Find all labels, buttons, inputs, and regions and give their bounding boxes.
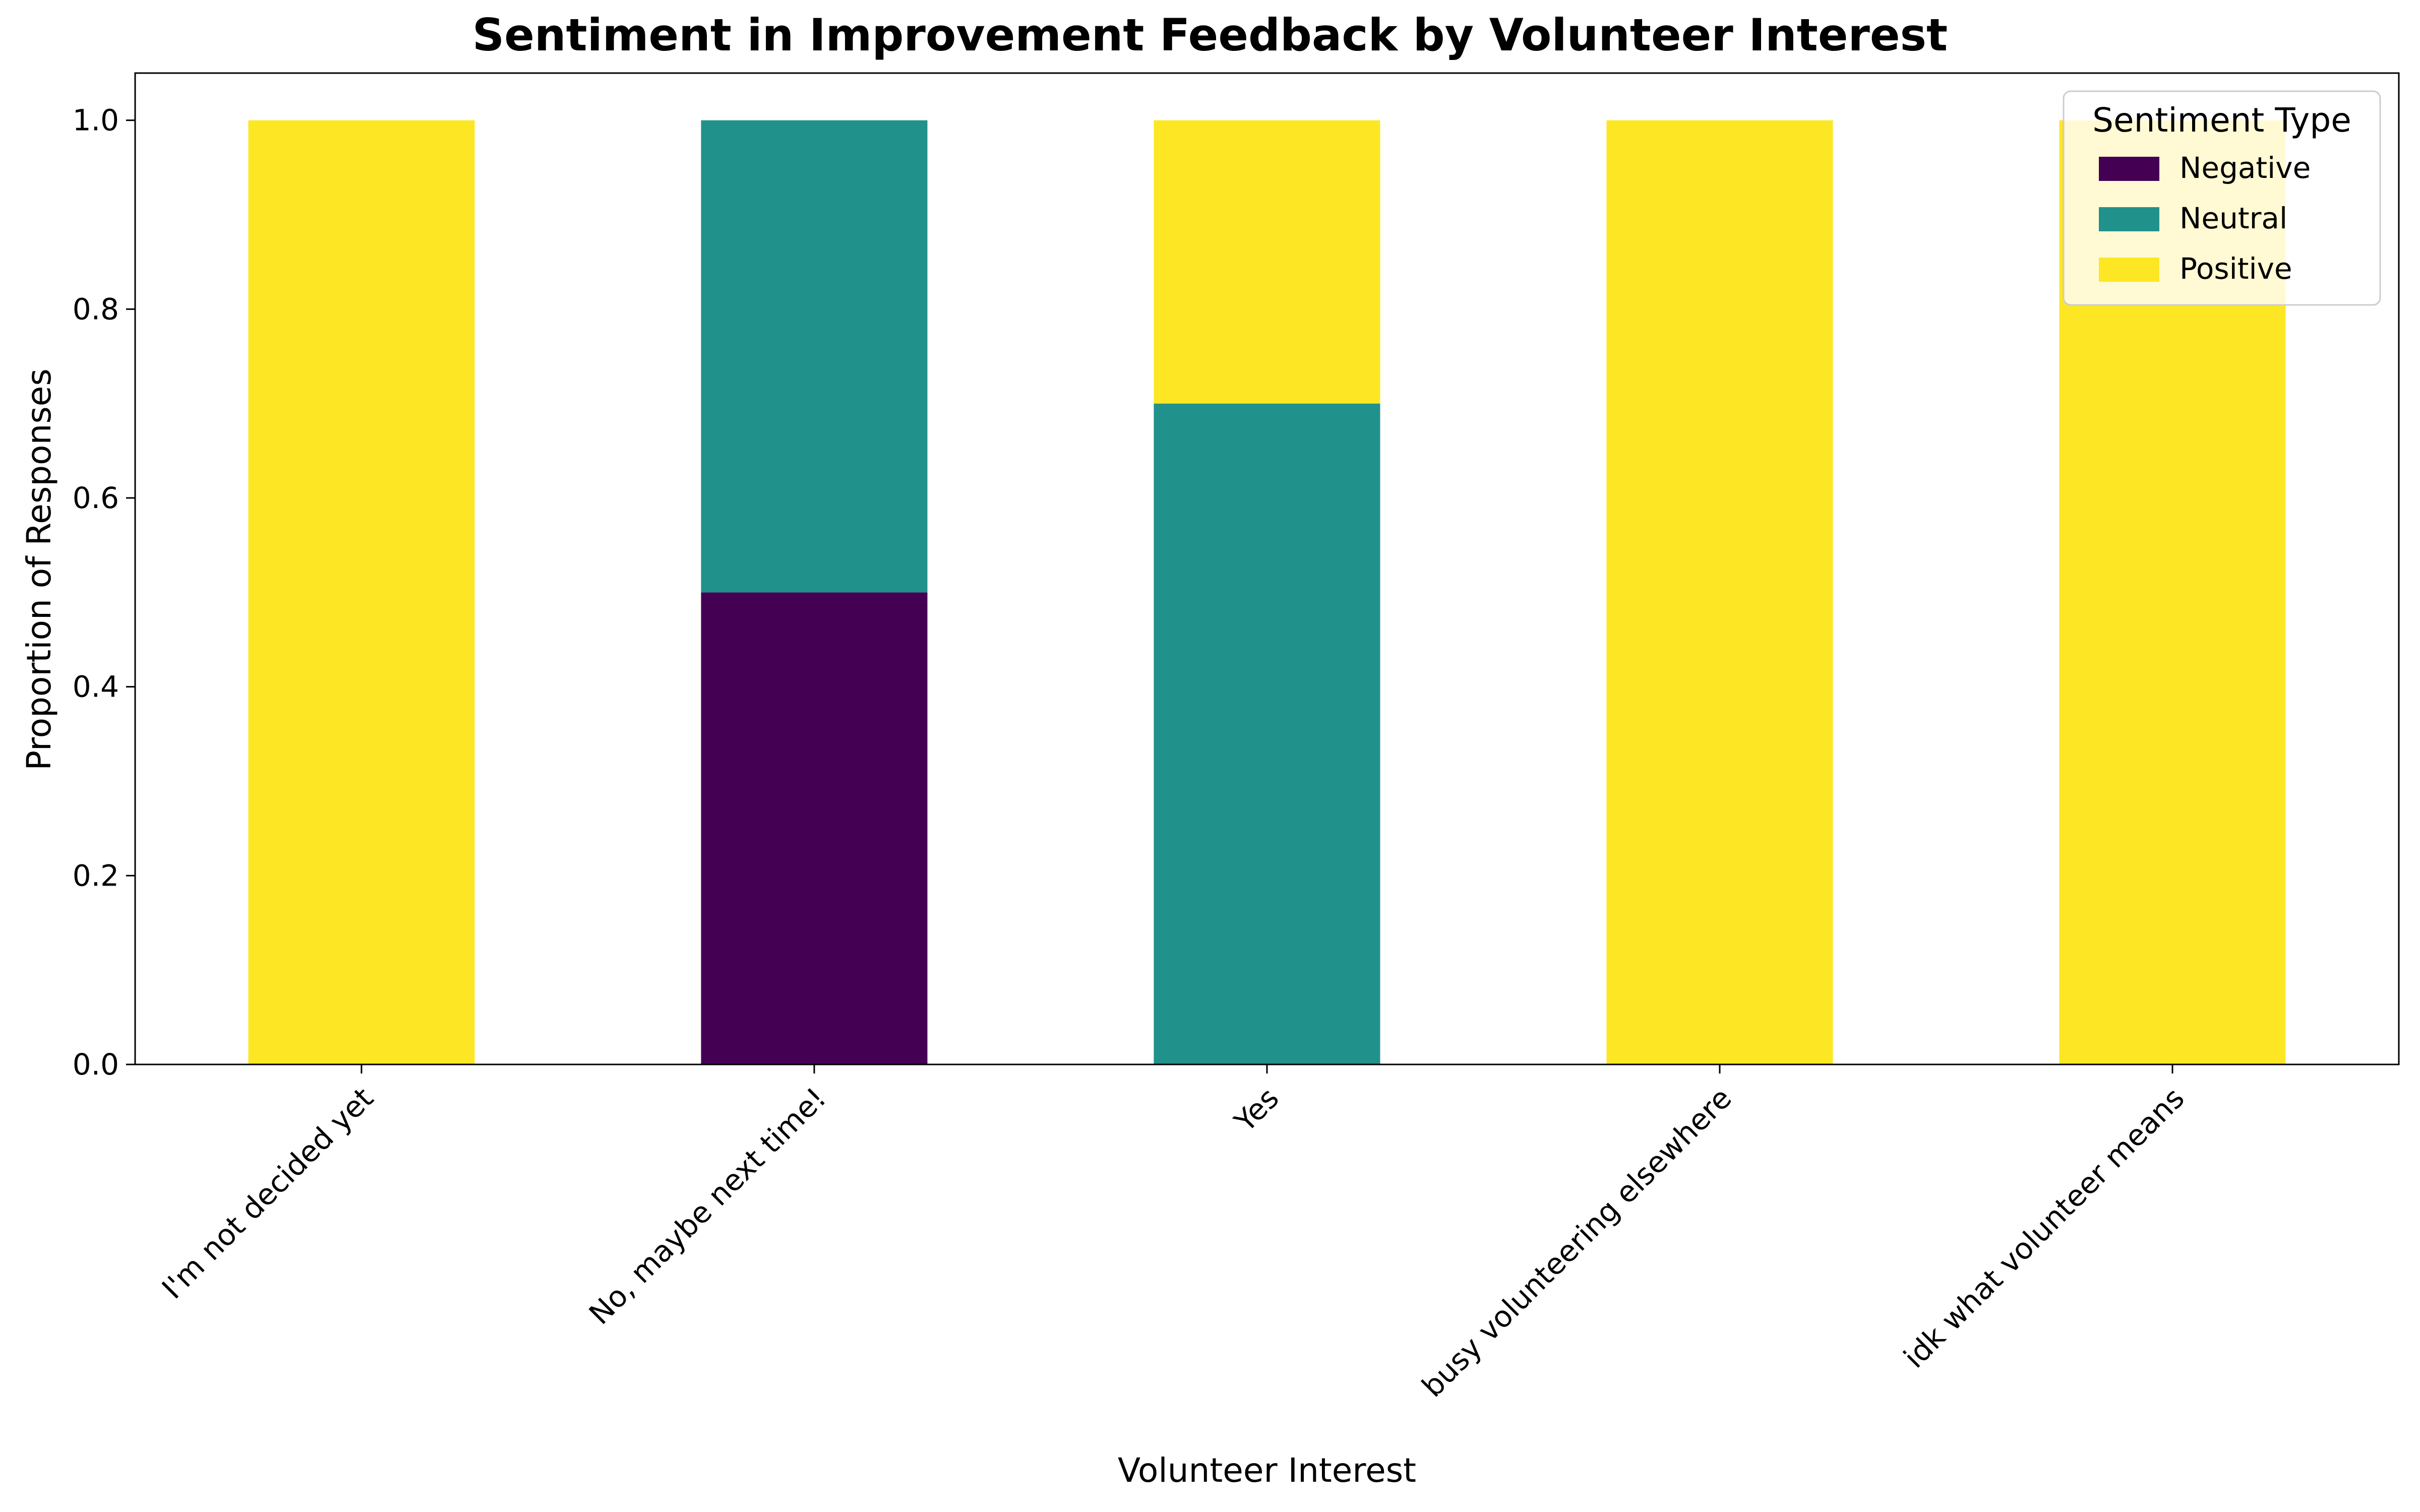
chart-title: Sentiment in Improvement Feedback by Vol…: [472, 9, 1948, 61]
bars-group: [248, 120, 2286, 1065]
legend-title: Sentiment Type: [2092, 101, 2351, 140]
x-tick-label: Yes: [1228, 1081, 1286, 1139]
legend-box: [2063, 90, 2381, 306]
x-tick-label: idk what volunteer means: [1897, 1081, 2191, 1375]
y-tick-label: 0.0: [73, 1047, 119, 1082]
legend-swatch-negative: [2099, 157, 2159, 181]
bar-positive-3: [1606, 120, 1833, 1065]
legend-swatch-neutral: [2099, 207, 2159, 231]
y-tick-label: 1.0: [73, 103, 119, 138]
y-tick-label: 0.8: [73, 292, 119, 326]
legend-label-neutral: Neutral: [2180, 201, 2287, 235]
bar-neutral-2: [1154, 403, 1380, 1064]
x-axis-label: Volunteer Interest: [1118, 1451, 1416, 1490]
bar-negative-1: [701, 592, 928, 1064]
legend-label-negative: Negative: [2180, 151, 2311, 185]
y-tick-label: 0.6: [73, 481, 119, 515]
legend-label-positive: Positive: [2180, 251, 2292, 286]
legend-swatch-positive: [2099, 258, 2159, 282]
x-tick-label: I'm not decided yet: [155, 1081, 380, 1306]
bar-neutral-1: [701, 120, 928, 593]
y-tick-label: 0.4: [73, 670, 119, 704]
legend: Sentiment Type Negative Neutral Positive: [2063, 90, 2381, 306]
y-axis-label: Proportion of Responses: [20, 368, 58, 770]
y-tick-label: 0.2: [73, 858, 119, 893]
bar-positive-2: [1154, 120, 1380, 404]
x-tick-label: busy volunteering elsewhere: [1415, 1081, 1738, 1404]
bar-positive-0: [248, 120, 475, 1065]
x-tick-label: No, maybe next time!: [582, 1081, 833, 1332]
